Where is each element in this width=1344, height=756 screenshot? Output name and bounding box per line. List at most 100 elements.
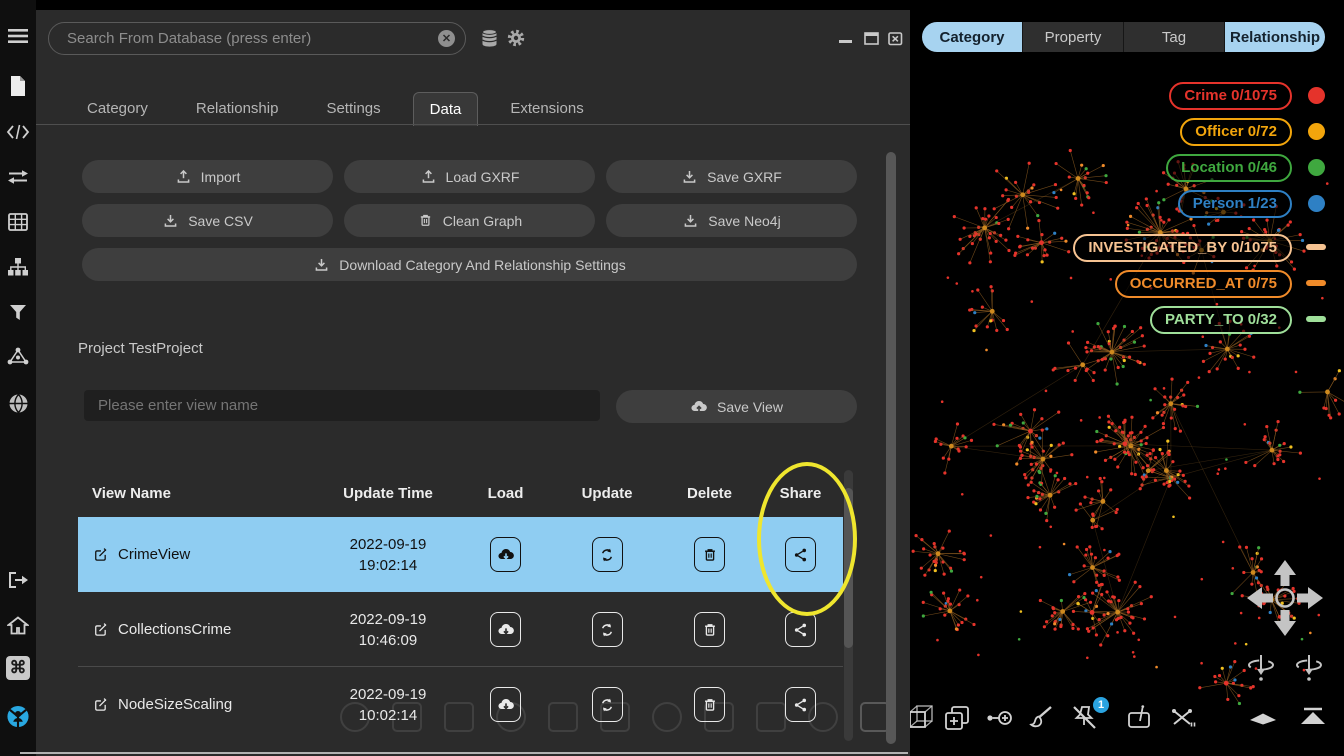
share-view-button[interactable] (785, 612, 816, 647)
tab-extensions[interactable]: Extensions (510, 100, 584, 117)
tablet-pen-icon[interactable] (1123, 701, 1157, 735)
menu-icon[interactable] (6, 24, 30, 48)
import-button[interactable]: Import (82, 160, 333, 193)
pin-badge: 1 (1093, 697, 1109, 713)
legend-investigated-by-swatch[interactable] (1306, 244, 1326, 250)
table-row-collectionscrime[interactable]: CollectionsCrime 2022-09-19 10:46:09 (78, 592, 843, 667)
legend-location-swatch[interactable] (1308, 159, 1325, 176)
update-time: 2022-09-19 10:46:09 (349, 610, 427, 649)
legend-location[interactable]: Location 0/46 (1166, 154, 1292, 182)
delete-view-button[interactable] (694, 537, 725, 572)
filter-icon[interactable] (6, 300, 30, 324)
delete-view-button[interactable] (694, 687, 725, 722)
close-button[interactable] (888, 32, 903, 46)
sign-out-icon[interactable] (6, 568, 30, 592)
legend-person[interactable]: Person 1/23 (1177, 190, 1292, 218)
legend-party-to[interactable]: PARTY_TO 0/32 (1150, 306, 1292, 334)
pan-center-circle (1275, 588, 1295, 608)
legend-person-swatch[interactable] (1308, 195, 1325, 212)
view-name-input[interactable] (84, 390, 600, 421)
clean-graph-button[interactable]: Clean Graph (344, 204, 595, 237)
tab-category[interactable]: Category (87, 100, 148, 117)
table-row-crimeview[interactable]: CrimeView 2022-09-19 19:02:14 (78, 517, 843, 592)
brush-icon[interactable] (1023, 701, 1057, 735)
save-neo4j-button[interactable]: Save Neo4j (606, 204, 857, 237)
untangle-icon[interactable] (1166, 701, 1200, 735)
edit-icon[interactable] (92, 621, 109, 638)
pan-down-arrow (1274, 610, 1296, 636)
legend-party-to-swatch[interactable] (1306, 316, 1326, 322)
command-icon[interactable]: ⌘ (6, 656, 30, 680)
legend-crime-swatch[interactable] (1308, 87, 1325, 104)
update-view-button[interactable] (591, 612, 623, 647)
minimize-button[interactable] (839, 34, 853, 48)
ghost-icon (548, 702, 578, 732)
update-view-button[interactable] (591, 687, 623, 722)
duplicate-plus-icon[interactable] (940, 701, 974, 735)
tab-legend-tag[interactable]: Tag (1123, 22, 1224, 52)
maximize-button[interactable] (864, 32, 880, 46)
load-view-button[interactable] (490, 612, 521, 647)
pan-control[interactable] (1235, 548, 1335, 648)
database-search: ✕ (48, 22, 466, 55)
panel-scrollbar[interactable] (886, 152, 896, 744)
col-update-time: Update Time (343, 485, 433, 502)
globe-icon[interactable] (6, 391, 30, 415)
table-scrollbar[interactable] (844, 470, 853, 741)
load-view-button[interactable] (490, 687, 521, 722)
tab-divider (36, 124, 910, 125)
tab-data[interactable]: Data (412, 92, 479, 126)
search-input[interactable] (65, 29, 438, 48)
data-table-icon[interactable] (6, 210, 30, 234)
pan-left-arrow (1247, 587, 1273, 609)
tab-legend-category[interactable]: Category (922, 22, 1022, 52)
save-gxrf-button[interactable]: Save GXRF (606, 160, 857, 193)
legend-occurred-at-swatch[interactable] (1306, 280, 1326, 286)
legend-officer[interactable]: Officer 0/72 (1180, 118, 1292, 146)
cube-icon[interactable] (910, 701, 938, 735)
views-table: View Name Update Time Load Update Delete… (78, 470, 843, 741)
legend-crime[interactable]: Crime 0/1075 (1169, 82, 1292, 110)
home-icon[interactable] (6, 613, 30, 637)
edit-icon[interactable] (92, 696, 109, 713)
network-icon[interactable] (6, 344, 30, 368)
raise-up-icon[interactable] (1296, 701, 1330, 735)
legend-occurred-at[interactable]: OCCURRED_AT 0/75 (1114, 270, 1292, 298)
tab-settings[interactable]: Settings (326, 100, 381, 117)
hierarchy-icon[interactable] (6, 255, 30, 279)
legend-officer-swatch[interactable] (1308, 123, 1325, 140)
update-view-button[interactable] (591, 537, 623, 572)
swap-arrows-icon[interactable] (6, 165, 30, 189)
download-settings-button[interactable]: Download Category And Relationship Setti… (82, 248, 857, 281)
clear-search-icon[interactable]: ✕ (438, 30, 455, 47)
rotate-y-icon[interactable] (1292, 650, 1326, 684)
gear-icon[interactable] (506, 28, 526, 48)
load-gxrf-button[interactable]: Load GXRF (344, 160, 595, 193)
edit-icon[interactable] (92, 546, 109, 563)
share-view-button[interactable] (785, 687, 816, 722)
tab-legend-relationship[interactable]: Relationship (1224, 22, 1325, 52)
rotate-x-icon[interactable] (1244, 650, 1278, 684)
pin-off-icon[interactable] (1068, 701, 1102, 735)
save-view-button[interactable]: Save View (616, 390, 857, 423)
ghost-icon (340, 702, 370, 732)
delete-view-button[interactable] (694, 612, 725, 647)
load-view-button[interactable] (490, 537, 521, 572)
col-delete: Delete (686, 485, 733, 502)
add-node-icon[interactable] (983, 701, 1017, 735)
table-scrollbar-thumb[interactable] (844, 488, 853, 648)
legend-investigated-by[interactable]: INVESTIGATED_BY 0/1075 (1073, 234, 1292, 262)
legend-tab-bar: Category Property Tag Relationship (922, 22, 1325, 52)
user-icon[interactable] (6, 704, 30, 728)
database-icon[interactable] (480, 28, 500, 48)
table-row-nodesizescaling[interactable]: NodeSizeScaling 2022-09-19 10:02:14 (78, 666, 843, 741)
share-view-button[interactable] (785, 537, 816, 572)
ghost-icon (600, 702, 630, 732)
file-icon[interactable] (6, 74, 30, 98)
save-csv-button[interactable]: Save CSV (82, 204, 333, 237)
tab-relationship[interactable]: Relationship (195, 100, 279, 117)
ghost-icon (444, 702, 474, 732)
tab-legend-property[interactable]: Property (1022, 22, 1123, 52)
code-icon[interactable] (6, 120, 30, 144)
flatten-down-icon[interactable] (1246, 701, 1280, 735)
